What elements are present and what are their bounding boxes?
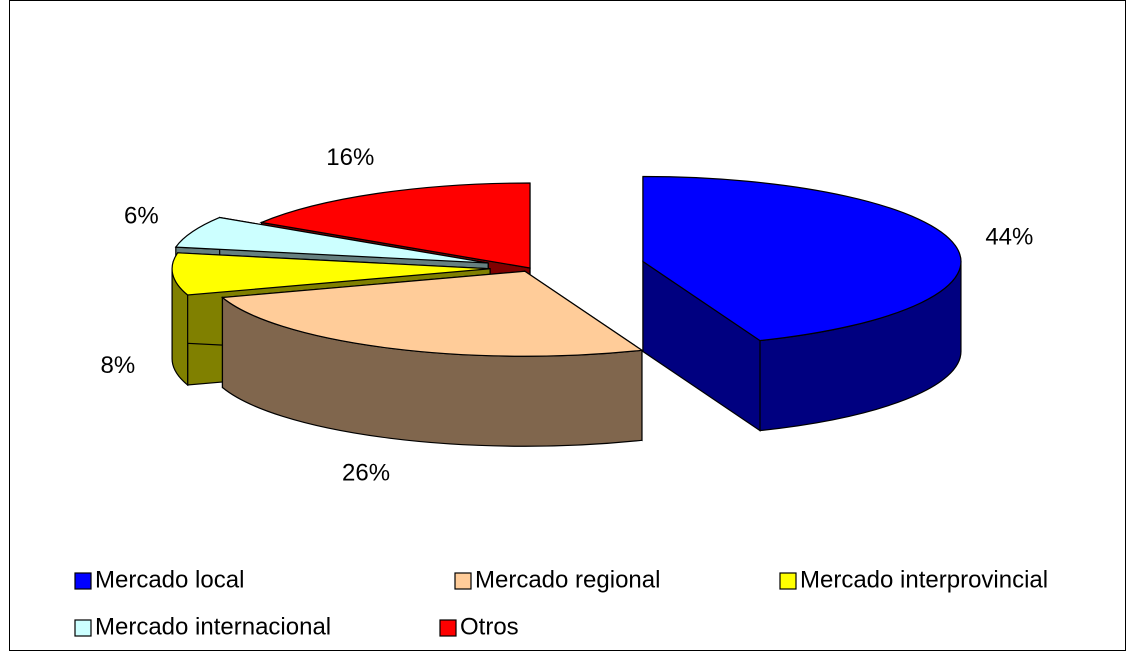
- data-label: 6%: [124, 202, 159, 229]
- legend-swatch: [454, 572, 472, 590]
- legend-label: Mercado interprovincial: [800, 566, 1048, 593]
- data-label: 16%: [326, 144, 374, 171]
- slice: [171, 252, 491, 296]
- data-label: 44%: [985, 223, 1033, 250]
- data-label: 8%: [100, 352, 135, 379]
- slice: [220, 270, 644, 357]
- data-label: 26%: [342, 460, 390, 487]
- slice: [642, 175, 962, 342]
- slice: [259, 182, 531, 269]
- legend-swatch: [74, 619, 92, 637]
- legend-swatch: [779, 572, 797, 590]
- legend-label: Otros: [460, 613, 519, 640]
- legend-swatch: [439, 619, 457, 637]
- legend-swatch: [74, 572, 92, 590]
- legend-label: Mercado internacional: [95, 613, 331, 640]
- slice: [174, 216, 489, 264]
- legend-label: Mercado local: [95, 566, 244, 593]
- legend-label: Mercado regional: [475, 566, 660, 593]
